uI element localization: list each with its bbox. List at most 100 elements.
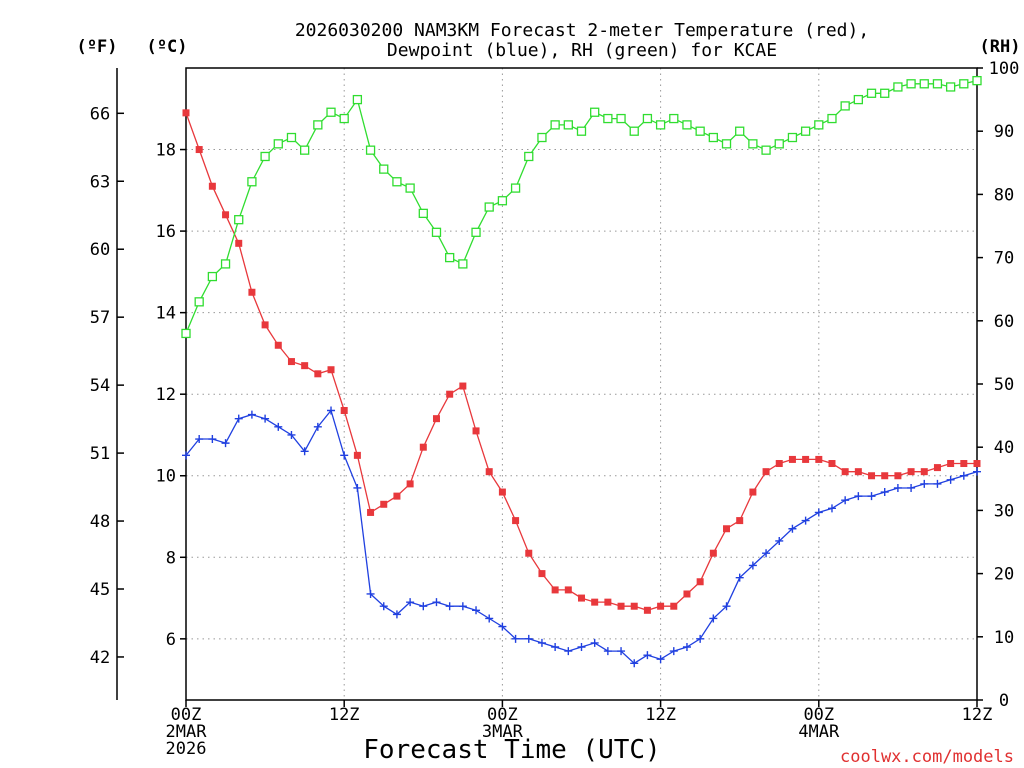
- celsius-tick-label: 14: [156, 304, 176, 324]
- temperature-point: [222, 211, 230, 219]
- fahrenheit-tick-label: 48: [90, 512, 110, 532]
- x-axis-label: Forecast Time (UTC): [363, 735, 660, 765]
- temperature-point: [604, 598, 612, 606]
- temperature-point: [459, 382, 467, 390]
- celsius-unit-label: (ºC): [147, 37, 188, 57]
- dewpoint-point: [722, 602, 731, 611]
- rh-point: [392, 177, 402, 187]
- dewpoint-point: [445, 602, 454, 611]
- data-series: [181, 75, 982, 668]
- temperature-point: [933, 464, 941, 472]
- rh-point: [431, 227, 442, 237]
- rh-point: [800, 126, 811, 136]
- rh-unit-label: (RH): [980, 37, 1021, 57]
- dewpoint-point: [182, 451, 190, 460]
- temperature-point: [551, 586, 559, 594]
- dewpoint-point: [274, 422, 283, 431]
- rh-point: [590, 107, 600, 117]
- temperature-point: [419, 443, 427, 451]
- x-tick-label: 00Z: [487, 705, 518, 725]
- x-tick-label: 12Z: [962, 705, 993, 725]
- dewpoint-point: [511, 634, 520, 643]
- dewpoint-point: [537, 638, 546, 647]
- dewpoint-point: [854, 492, 863, 501]
- dewpoint-point: [208, 435, 217, 444]
- rh-point: [932, 79, 943, 89]
- dewpoint-point: [946, 475, 955, 484]
- temperature-point: [195, 146, 203, 154]
- rh-point: [326, 107, 336, 117]
- temperature-point: [723, 525, 731, 533]
- fahrenheit-tick-label: 60: [90, 240, 110, 260]
- rh-point: [959, 79, 969, 89]
- dewpoint-point: [458, 602, 467, 611]
- dewpoint-point: [603, 647, 612, 656]
- dewpoint-point: [827, 504, 836, 513]
- temperature-point: [301, 362, 309, 370]
- dewpoint-point: [564, 647, 573, 656]
- temperature-point: [749, 488, 757, 496]
- temperature-point: [485, 468, 493, 476]
- rh-point: [510, 183, 521, 193]
- dewpoint-point: [762, 549, 771, 558]
- temperature-point: [696, 578, 704, 586]
- fahrenheit-tick-label: 66: [90, 104, 110, 124]
- temperature-point: [802, 455, 810, 463]
- temperature-point: [868, 472, 876, 480]
- rh-point: [484, 202, 494, 212]
- rh-point: [471, 227, 481, 237]
- dewpoint-point: [432, 598, 441, 607]
- rh-point: [682, 120, 692, 130]
- rh-point: [945, 82, 956, 92]
- rh-point: [458, 259, 468, 269]
- temperature-point: [353, 451, 361, 459]
- temperature-point: [788, 455, 796, 463]
- credit-text: coolwx.com/models: [840, 747, 1014, 767]
- temperature-point: [274, 341, 282, 349]
- rh-tick-label: 40: [994, 438, 1014, 458]
- temperature-point: [709, 549, 717, 557]
- temperature-point: [327, 366, 335, 374]
- temperature-point: [340, 407, 348, 415]
- rh-point: [840, 101, 850, 111]
- dewpoint-point: [643, 651, 652, 660]
- rh-point: [827, 113, 837, 124]
- rh-tick-label: 90: [994, 122, 1014, 142]
- x-tick-label: 00Z: [171, 705, 202, 725]
- rh-point: [497, 196, 508, 206]
- temperature-point: [881, 472, 889, 480]
- celsius-tick-label: 6: [166, 630, 176, 650]
- temperature-point: [406, 480, 414, 488]
- dewpoint-point: [656, 655, 665, 664]
- temperature-point: [657, 602, 665, 610]
- temperature-point: [287, 358, 295, 366]
- temperature-point: [182, 109, 190, 117]
- rh-point: [814, 120, 824, 130]
- temperature-point: [683, 590, 691, 598]
- rh-point: [655, 120, 666, 130]
- rh-point: [537, 132, 547, 143]
- rh-point: [629, 126, 639, 136]
- temperature-point: [393, 492, 401, 500]
- dewpoint-point: [748, 561, 757, 570]
- rh-tick-label: 20: [994, 565, 1014, 585]
- dewpoint-point: [327, 406, 336, 415]
- rh-tick-label: 0: [999, 691, 1009, 711]
- rh-tick-label: 50: [994, 375, 1014, 395]
- celsius-tick-label: 18: [156, 141, 176, 161]
- rh-point: [405, 183, 415, 193]
- temperature-point: [432, 415, 440, 423]
- fahrenheit-tick-label: 63: [90, 172, 110, 192]
- fahrenheit-tick-label: 57: [90, 308, 110, 328]
- dewpoint-point: [907, 483, 916, 492]
- dewpoint-point: [775, 536, 784, 545]
- fahrenheit-tick-label: 42: [90, 648, 110, 668]
- temperature-point: [907, 468, 915, 476]
- temperature-point: [591, 598, 599, 606]
- dewpoint-point: [524, 634, 533, 643]
- temperature-point: [498, 488, 506, 496]
- rh-point: [708, 132, 718, 143]
- dewpoint-point: [366, 589, 375, 598]
- rh-point: [906, 79, 916, 89]
